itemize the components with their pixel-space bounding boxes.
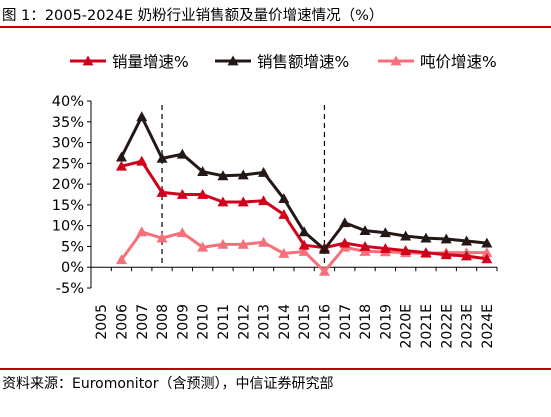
data-point-marker [420,232,432,243]
data-point-marker [115,151,127,162]
data-point-marker [481,237,493,248]
y-tick-label: 25% [52,156,84,172]
x-tick-label: 2018 [358,304,374,340]
x-tick-label: 2019 [378,304,394,340]
data-point-marker [339,237,351,248]
data-point-marker [217,170,229,181]
y-tick-label: 10% [52,219,84,235]
data-point-marker [420,247,432,258]
data-point-marker [156,186,168,197]
data-point-marker [359,225,371,236]
data-point-marker [379,243,391,253]
x-tick-label: 2015 [297,304,313,340]
x-tick-label: 2009 [175,304,191,340]
x-tick-label: 2020E [399,304,415,348]
data-point-marker [359,240,371,251]
legend-swatch-marker [227,55,239,66]
data-point-marker [136,226,148,237]
data-point-marker [400,245,412,255]
y-tick-label: 30% [52,136,84,152]
data-point-marker [440,233,452,244]
x-tick-label: 2016 [317,304,333,340]
x-tick-label: 2012 [236,304,252,340]
chart-axes: -5% 0% 5% 10% 15% 20% 25% 30% 35% 40% 2005 2006 2007… [52,94,498,348]
series-1 [115,111,493,254]
x-tick-label: 2023E [460,304,476,348]
data-point-marker [481,247,493,258]
x-tick-label: 2024E [480,304,496,348]
data-point-marker [461,235,473,246]
data-point-marker [197,241,209,252]
y-tick-label: 40% [52,94,84,110]
data-point-marker [440,249,452,260]
data-point-marker [278,248,290,258]
growth-line-chart: 销量增速% 销售额增速% 吨价增速% -5% 0% 5% 10% 15% 20% 25% 30% 3… [52,53,498,348]
x-tick-label: 2021E [419,304,435,348]
legend-label: 销量增速% [112,53,189,71]
x-tick-label: 2010 [196,304,212,340]
data-point-marker [217,238,229,249]
figure-title: 图 1：2005-2024E 奶粉行业销售额及量价增速情况（%） [2,8,384,24]
data-point-marker [278,193,290,204]
x-tick-label: 2013 [257,304,273,340]
legend-swatch-marker [82,55,94,66]
data-point-marker [258,195,270,206]
legend-label: 销售额增速% [257,53,349,71]
data-point-marker [115,160,127,171]
data-point-marker [197,189,209,199]
data-point-marker [197,166,209,177]
data-point-marker [461,250,473,261]
x-tick-label: 2006 [114,304,130,340]
figure-source: 资料来源：Euromonitor（含预测），中信证券研究部 [2,376,334,392]
data-point-marker [176,148,188,159]
chart-legend: 销量增速% 销售额增速% 吨价增速% [70,53,497,71]
legend-label: 吨价增速% [420,53,497,71]
data-point-marker [115,254,127,265]
x-tick-label: 2008 [155,304,171,340]
y-tick-label: 35% [52,115,84,131]
title-rule [0,26,551,28]
data-point-marker [156,152,168,163]
data-point-marker [258,166,270,177]
data-point-marker [339,217,351,228]
y-tick-label: -5% [56,281,84,297]
x-tick-label: 2005 [94,304,110,340]
y-tick-label: 5% [61,239,84,255]
data-point-marker [298,245,310,256]
x-tick-label: 2022E [439,304,455,348]
data-point-marker [237,238,249,249]
data-point-marker [156,232,168,243]
data-point-marker [217,196,229,207]
source-rule [0,368,551,370]
data-point-marker [136,111,148,122]
x-tick-label: 2017 [338,304,354,340]
data-point-marker [400,230,412,241]
y-tick-label: 0% [61,260,84,276]
data-point-marker [278,208,290,219]
data-point-marker [379,227,391,238]
chart-series [115,111,493,276]
x-tick-label: 2007 [135,304,151,340]
data-point-marker [318,265,330,276]
y-tick-label: 15% [52,198,84,214]
data-point-marker [298,226,310,237]
x-tick-label: 2011 [216,304,232,340]
data-point-marker [237,169,249,180]
data-point-marker [237,196,249,207]
data-point-marker [359,245,371,256]
data-point-marker [176,189,188,199]
legend-swatch-marker [390,55,402,66]
y-tick-label: 20% [52,177,84,193]
data-point-marker [481,253,493,264]
data-point-marker [318,243,330,254]
x-tick-label: 2014 [277,304,293,340]
data-point-marker [298,239,310,250]
data-point-marker [258,236,270,247]
data-point-marker [176,227,188,238]
series-0 [115,155,493,264]
data-point-marker [136,155,148,166]
